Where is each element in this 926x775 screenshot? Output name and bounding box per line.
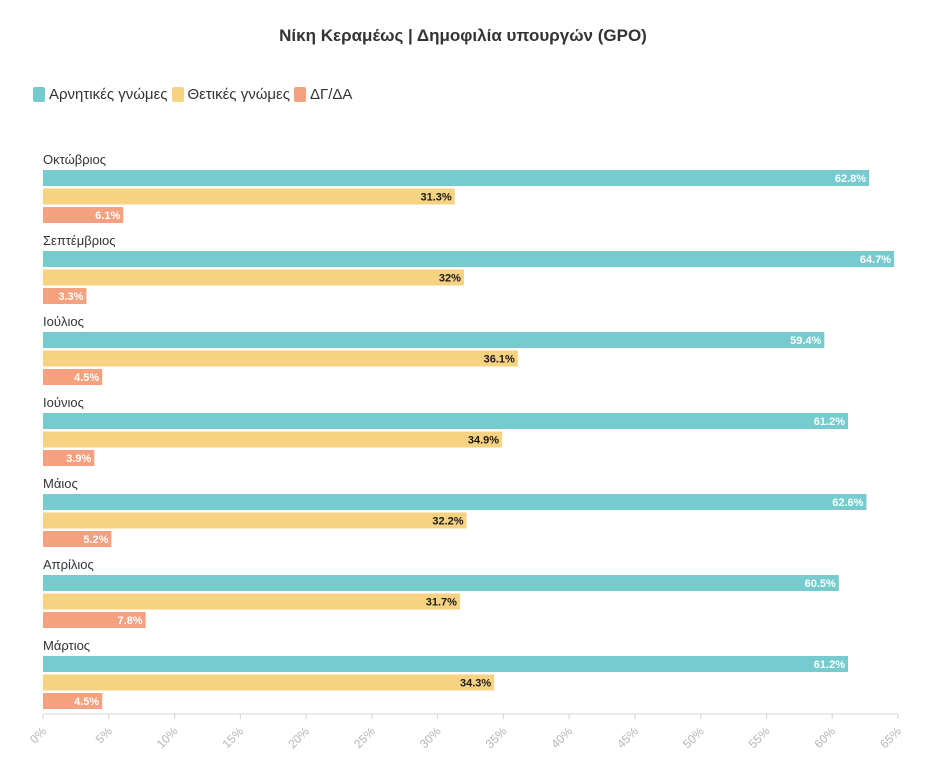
legend-item-positive[interactable]: Θετικές γνώμες (171, 86, 290, 103)
bar-0-6[interactable] (43, 656, 849, 672)
category-label: Σεπτέμβριος (43, 233, 115, 248)
x-tick-label: 15% (220, 724, 247, 751)
category-label: Απρίλιος (43, 557, 94, 572)
bar-2-0[interactable] (43, 207, 124, 223)
chart-legend: Αρνητικές γνώμες Θετικές γνώμες ΔΓ/ΔΑ (33, 86, 356, 103)
category-label: Ιούλιος (43, 314, 84, 329)
bar-2-6[interactable] (43, 693, 103, 709)
x-tick-label: 55% (746, 724, 773, 751)
category-label: Οκτώβριος (43, 152, 106, 167)
bar-data-label: 62.6% (832, 497, 863, 509)
bar-1-2[interactable] (43, 350, 518, 367)
bar-data-label: 3.9% (66, 453, 91, 465)
legend-item-dk-na[interactable]: ΔΓ/ΔΑ (293, 86, 353, 103)
category-label: Ιούνιος (43, 395, 84, 410)
x-tick-label: 20% (285, 724, 312, 751)
bar-data-label: 32% (439, 273, 461, 285)
legend-item-negative[interactable]: Αρνητικές γνώμες (33, 86, 168, 103)
bar-data-label: 34.9% (468, 435, 499, 447)
bar-1-4[interactable] (43, 512, 467, 529)
bar-data-label: 60.5% (805, 578, 836, 590)
bar-2-3[interactable] (43, 450, 95, 466)
bar-1-6[interactable] (43, 674, 495, 691)
bar-data-label: 5.2% (83, 534, 108, 546)
bar-data-label: 6.1% (95, 210, 120, 222)
x-tick-label: 60% (811, 724, 838, 751)
bar-data-label: 62.8% (835, 173, 866, 185)
bar-1-5[interactable] (43, 593, 460, 610)
bar-2-1[interactable] (43, 288, 87, 304)
x-tick-label: 35% (483, 724, 510, 751)
bar-0-5[interactable] (43, 575, 839, 591)
bar-2-4[interactable] (43, 531, 112, 547)
x-tick-label: 30% (417, 724, 444, 751)
bar-data-label: 61.2% (814, 659, 845, 671)
x-tick-label: 0% (27, 724, 49, 746)
bar-data-label: 59.4% (790, 335, 821, 347)
bar-data-label: 4.5% (74, 372, 99, 384)
bar-1-3[interactable] (43, 431, 503, 448)
bar-1-0[interactable] (43, 188, 455, 205)
bar-data-label: 31.7% (426, 597, 457, 609)
bar-data-label: 31.3% (421, 192, 452, 204)
bar-data-label: 34.3% (460, 678, 491, 690)
legend-label-positive: Θετικές γνώμες (187, 86, 290, 103)
category-label: Μάρτιος (43, 638, 90, 653)
bar-data-label: 32.2% (432, 516, 463, 528)
bar-data-label: 4.5% (74, 696, 99, 708)
legend-swatch-negative (33, 87, 45, 102)
bar-data-label: 36.1% (484, 354, 515, 366)
x-tick-label: 50% (680, 724, 707, 751)
bar-0-2[interactable] (43, 332, 825, 348)
bar-0-1[interactable] (43, 251, 895, 267)
bar-1-1[interactable] (43, 269, 464, 286)
bar-2-2[interactable] (43, 369, 103, 385)
legend-label-negative: Αρνητικές γνώμες (49, 86, 168, 103)
legend-swatch-dk-na (293, 87, 306, 102)
x-tick-label: 45% (614, 724, 641, 751)
bar-data-label: 7.8% (118, 615, 143, 627)
x-tick-label: 10% (154, 724, 181, 751)
bar-data-label: 61.2% (814, 416, 845, 428)
chart-title: Νίκη Κεραμέως | Δημοφιλία υπουργών (GPO) (279, 26, 647, 45)
bar-0-4[interactable] (43, 494, 867, 510)
legend-label-dk-na: ΔΓ/ΔΑ (309, 86, 353, 103)
bar-0-0[interactable] (43, 170, 870, 186)
bar-data-label: 3.3% (58, 291, 83, 303)
x-tick-label: 40% (548, 724, 575, 751)
x-tick-label: 25% (351, 724, 378, 751)
legend-swatch-positive (171, 87, 184, 102)
bar-data-label: 64.7% (860, 254, 891, 266)
category-label: Μάιος (43, 476, 78, 491)
bar-0-3[interactable] (43, 413, 849, 429)
x-tick-label: 65% (877, 724, 904, 751)
bar-2-5[interactable] (43, 612, 146, 628)
x-tick-label: 5% (93, 724, 115, 746)
